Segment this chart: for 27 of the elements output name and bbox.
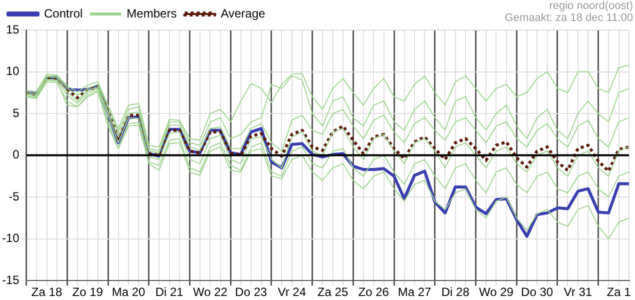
legend-label: Members xyxy=(126,6,177,20)
x-tick-label: Vr 24 xyxy=(278,285,306,300)
x-tick-label: Wo 22 xyxy=(192,285,228,300)
text: regio noord(oost) xyxy=(548,0,633,12)
x-tick-label: Di 28 xyxy=(441,285,470,300)
x-tick-label: Za 1 xyxy=(606,285,632,300)
text: Gemaakt: za 18 dec 11:00 xyxy=(504,12,633,24)
y-tick-label: 15 xyxy=(6,22,20,36)
x-tick-label: Za 25 xyxy=(317,285,348,300)
x-tick-label: Zo 26 xyxy=(358,285,390,300)
x-tick-label: Vr 31 xyxy=(564,285,592,300)
x-tick-label: Do 23 xyxy=(235,285,268,300)
x-tick-label: Ma 27 xyxy=(398,285,432,300)
x-tick-label: Ma 20 xyxy=(112,285,146,300)
x-tick-label: Zo 19 xyxy=(72,285,104,300)
y-tick-label: -10 xyxy=(2,231,20,246)
x-tick-label: Do 30 xyxy=(521,285,554,300)
x-tick-label: Za 18 xyxy=(31,285,62,300)
legend-label: Average xyxy=(220,6,266,20)
y-tick-label: 10 xyxy=(6,64,20,78)
y-tick-label: -15 xyxy=(2,272,20,287)
x-tick-label: Wo 29 xyxy=(478,285,514,300)
y-tick-label: 5 xyxy=(12,106,20,120)
x-tick-label: Di 21 xyxy=(155,285,184,300)
y-tick-label: 0 xyxy=(12,148,20,162)
legend-label: Control xyxy=(44,6,83,20)
y-tick-label: -5 xyxy=(8,189,20,204)
